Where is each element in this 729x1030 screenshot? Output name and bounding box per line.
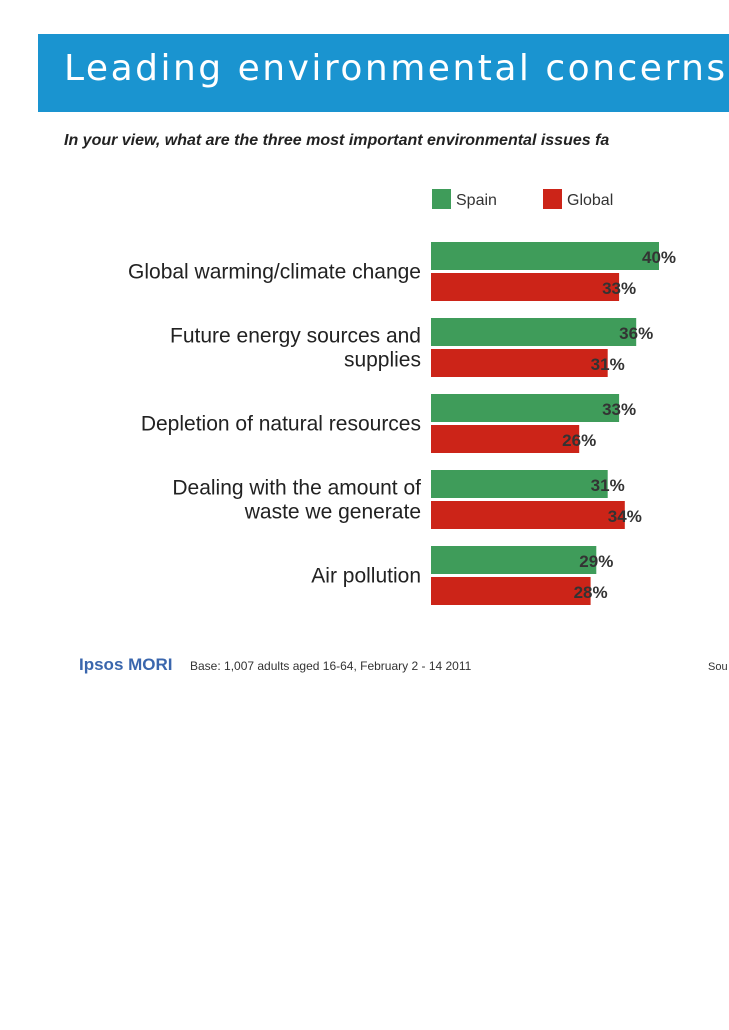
value-label-spain: 31% xyxy=(591,476,625,495)
source-note: Sou xyxy=(708,661,728,673)
category-label: Future energy sources and xyxy=(170,325,421,348)
value-label-global: 34% xyxy=(608,507,642,526)
legend-label-spain: Spain xyxy=(456,192,497,209)
bar-global xyxy=(431,577,591,605)
page-title: Leading environmental concerns xyxy=(64,48,728,89)
category-label: supplies xyxy=(344,349,421,372)
value-label-global: 33% xyxy=(602,279,636,298)
bar-spain xyxy=(431,394,620,422)
category-label: Depletion of natural resources xyxy=(141,413,421,436)
title-bar: Leading environmental concerns xyxy=(38,34,729,112)
value-labels: 40% 33% 36% 31% 33% 26% 31% 34% 29% 28% xyxy=(562,248,676,602)
bar-spain xyxy=(431,546,597,574)
category-labels: Global warming/climate change Future ener… xyxy=(128,261,421,588)
value-label-global: 31% xyxy=(591,355,625,374)
bar-global xyxy=(431,349,608,377)
bar-global xyxy=(431,501,625,529)
category-label: Air pollution xyxy=(311,565,421,588)
question-subtitle: In your view, what are the three most im… xyxy=(64,132,610,149)
bar-spain xyxy=(431,318,637,346)
bar-spain xyxy=(431,242,659,270)
value-label-spain: 36% xyxy=(619,324,653,343)
bar-chart: Spain Global Global warming/climate chang… xyxy=(128,189,676,605)
chart-legend: Spain Global xyxy=(432,189,613,209)
chart-bars xyxy=(431,242,659,605)
legend-swatch-spain xyxy=(432,189,451,209)
value-label-global: 28% xyxy=(574,583,608,602)
legend-swatch-global xyxy=(543,189,562,209)
category-label: waste we generate xyxy=(244,501,421,524)
category-label: Dealing with the amount of xyxy=(172,477,421,500)
value-label-spain: 33% xyxy=(602,400,636,419)
legend-label-global: Global xyxy=(567,192,613,209)
value-label-spain: 29% xyxy=(579,552,613,571)
bar-global xyxy=(431,273,620,301)
bar-global xyxy=(431,425,580,453)
value-label-global: 26% xyxy=(562,431,596,450)
category-label: Global warming/climate change xyxy=(128,261,421,284)
ipsos-mori-logo: Ipsos MORI xyxy=(79,655,173,674)
bar-spain xyxy=(431,470,608,498)
base-note: Base: 1,007 adults aged 16-64, February … xyxy=(190,659,472,673)
value-label-spain: 40% xyxy=(642,248,676,267)
